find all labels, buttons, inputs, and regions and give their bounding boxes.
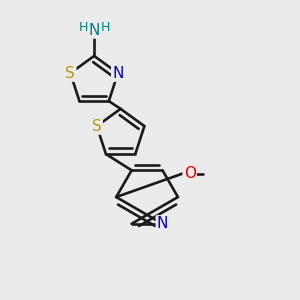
Text: N: N [157,216,168,231]
Text: O: O [184,166,196,181]
Text: N: N [112,66,124,81]
Text: S: S [92,118,102,134]
Text: H: H [78,21,88,34]
Text: H: H [100,21,110,34]
Text: N: N [88,22,100,38]
Text: S: S [65,66,75,81]
